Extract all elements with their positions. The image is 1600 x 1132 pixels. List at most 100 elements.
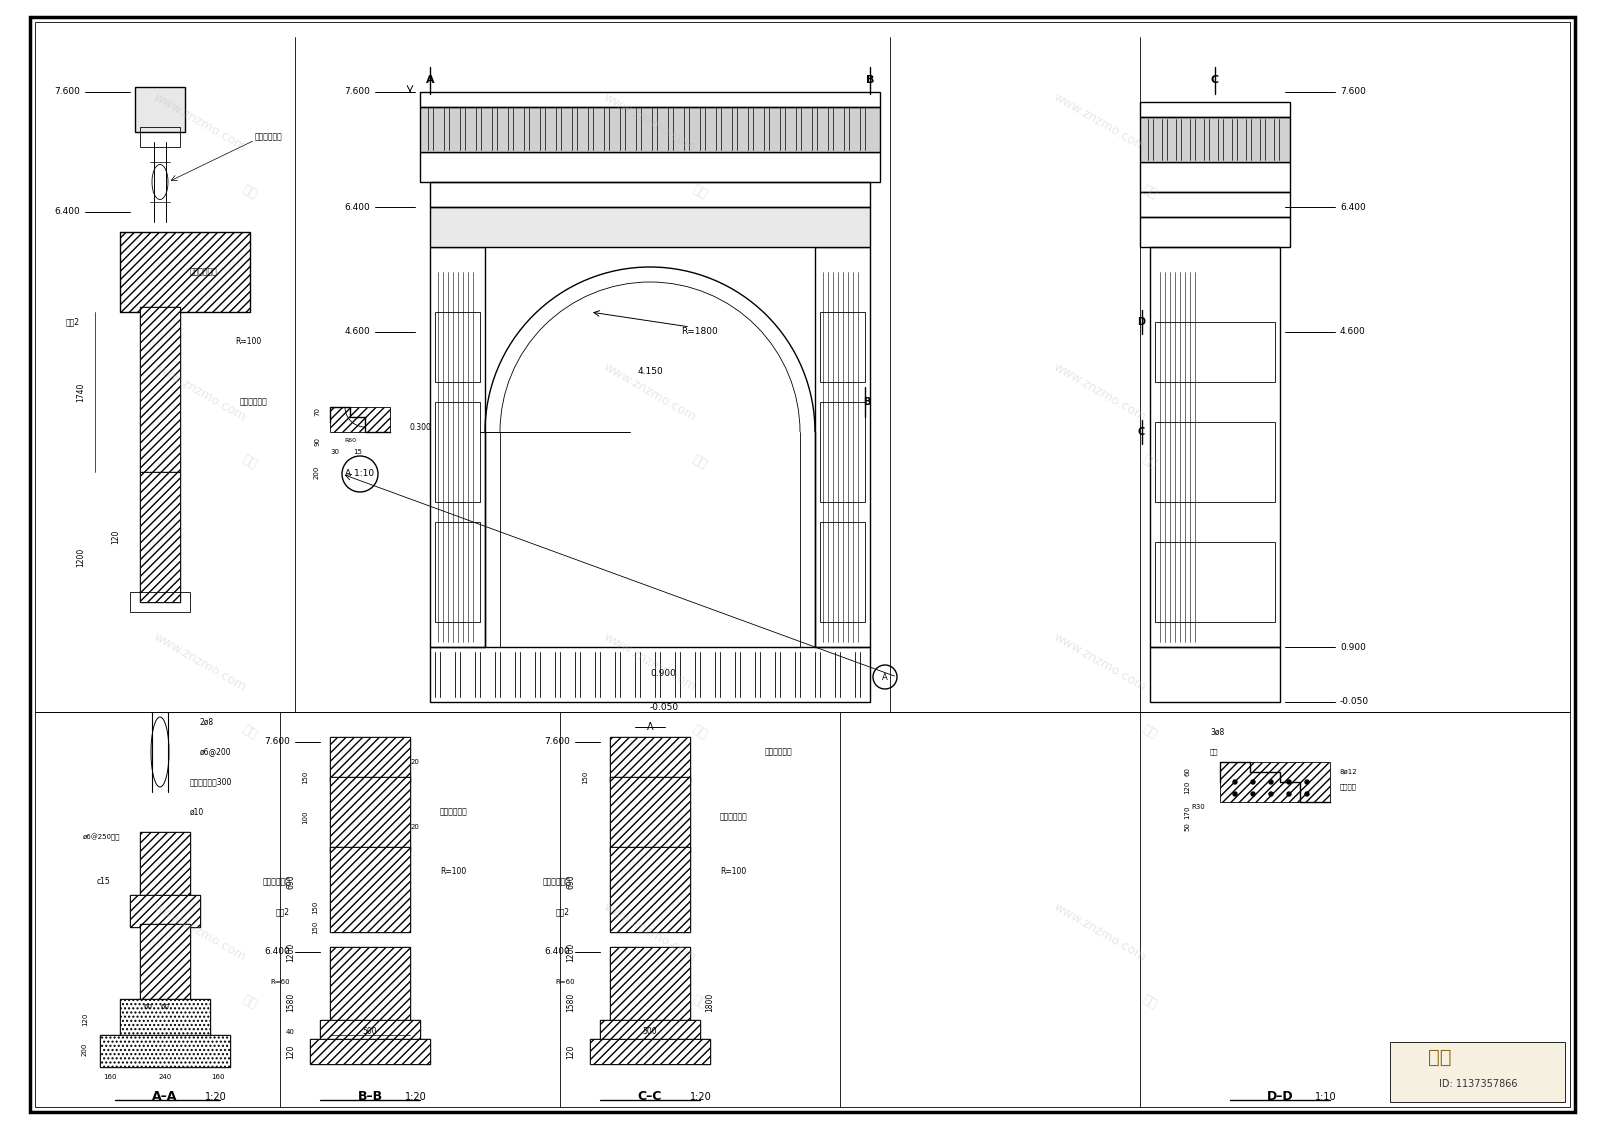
Bar bbox=[330, 737, 410, 782]
Text: 20: 20 bbox=[411, 758, 419, 765]
Text: R=60: R=60 bbox=[270, 979, 290, 985]
Text: C: C bbox=[1211, 75, 1219, 85]
Text: 6.400: 6.400 bbox=[54, 207, 80, 216]
Text: A: A bbox=[882, 672, 888, 681]
Bar bbox=[120, 1000, 210, 1037]
Bar bbox=[1139, 162, 1290, 192]
Text: 知末: 知末 bbox=[1141, 182, 1160, 201]
Bar bbox=[610, 777, 690, 852]
Circle shape bbox=[1306, 792, 1309, 796]
Bar bbox=[1139, 192, 1290, 217]
Text: 知末: 知末 bbox=[240, 722, 259, 741]
Text: R=100: R=100 bbox=[235, 337, 261, 346]
Text: A 1:10: A 1:10 bbox=[346, 470, 374, 479]
Text: 70: 70 bbox=[314, 408, 320, 417]
Bar bbox=[320, 1020, 419, 1041]
Text: 1:20: 1:20 bbox=[205, 1092, 227, 1101]
Text: 690: 690 bbox=[286, 875, 294, 890]
Text: 7.600: 7.600 bbox=[264, 738, 290, 746]
Text: 6.400: 6.400 bbox=[544, 947, 570, 957]
Bar bbox=[330, 737, 410, 782]
Text: 栏杆现场制作: 栏杆现场制作 bbox=[765, 747, 792, 756]
Text: A: A bbox=[646, 722, 653, 732]
Text: C–C: C–C bbox=[638, 1090, 662, 1104]
Text: 见屋面作法一: 见屋面作法一 bbox=[190, 267, 218, 276]
Text: 知末: 知末 bbox=[240, 182, 259, 201]
Text: 1800: 1800 bbox=[706, 993, 714, 1012]
Bar bbox=[435, 522, 480, 621]
Text: 饰面2: 饰面2 bbox=[66, 317, 80, 326]
Text: www.znzmo.com: www.znzmo.com bbox=[152, 900, 248, 963]
Text: 90: 90 bbox=[314, 437, 320, 446]
Text: 6.400: 6.400 bbox=[344, 203, 370, 212]
Text: 附加卷材一层: 附加卷材一层 bbox=[262, 877, 290, 886]
Bar bbox=[1155, 542, 1275, 621]
Bar bbox=[320, 1020, 419, 1041]
Text: 500: 500 bbox=[643, 1028, 658, 1037]
Bar bbox=[120, 232, 250, 312]
Text: 知末: 知末 bbox=[1429, 1047, 1451, 1066]
Text: www.znzmo.com: www.znzmo.com bbox=[602, 360, 699, 423]
Text: D: D bbox=[1138, 317, 1146, 327]
Text: 见屋面作法一: 见屋面作法一 bbox=[720, 813, 747, 822]
Text: 知末: 知末 bbox=[1141, 722, 1160, 741]
Circle shape bbox=[1251, 780, 1254, 784]
Bar bbox=[330, 947, 410, 1022]
Text: 40: 40 bbox=[286, 1029, 294, 1035]
Bar bbox=[1155, 321, 1275, 381]
Text: 1200: 1200 bbox=[566, 942, 574, 961]
Text: 4.600: 4.600 bbox=[344, 327, 370, 336]
Text: 150: 150 bbox=[312, 900, 318, 914]
Text: 知末: 知末 bbox=[690, 993, 710, 1011]
Bar bbox=[120, 1000, 210, 1037]
Text: www.znzmo.com: www.znzmo.com bbox=[1051, 360, 1149, 423]
Text: 500: 500 bbox=[363, 1028, 378, 1037]
Bar bbox=[141, 472, 179, 602]
Bar bbox=[610, 847, 690, 932]
Bar bbox=[610, 947, 690, 1022]
Text: 160: 160 bbox=[211, 1074, 224, 1080]
Bar bbox=[330, 777, 410, 852]
Text: 1740: 1740 bbox=[77, 383, 85, 402]
Text: 7.600: 7.600 bbox=[544, 738, 570, 746]
Text: 知末: 知末 bbox=[240, 453, 259, 471]
Text: R30: R30 bbox=[1192, 804, 1205, 811]
Bar bbox=[130, 592, 190, 612]
Bar bbox=[610, 847, 690, 932]
Text: 知末: 知末 bbox=[240, 993, 259, 1011]
Text: 4.600: 4.600 bbox=[1341, 327, 1366, 336]
Text: 预制栏杆间隔300: 预制栏杆间隔300 bbox=[190, 778, 232, 787]
Bar bbox=[330, 777, 410, 852]
Text: 150: 150 bbox=[312, 920, 318, 934]
Bar bbox=[1155, 422, 1275, 501]
Text: 100: 100 bbox=[302, 811, 307, 824]
Text: 150: 150 bbox=[302, 770, 307, 783]
Text: R=60: R=60 bbox=[555, 979, 574, 985]
Bar bbox=[430, 648, 870, 702]
Text: 7.600: 7.600 bbox=[1341, 87, 1366, 96]
Bar bbox=[1221, 762, 1330, 801]
Text: 7.600: 7.600 bbox=[344, 87, 370, 96]
Bar bbox=[141, 472, 179, 602]
Bar bbox=[141, 832, 190, 897]
Text: 4.150: 4.150 bbox=[637, 368, 662, 377]
Bar bbox=[430, 247, 485, 648]
Circle shape bbox=[1286, 792, 1291, 796]
Circle shape bbox=[1306, 780, 1309, 784]
Text: -0.050: -0.050 bbox=[1341, 697, 1370, 706]
Text: B–B: B–B bbox=[357, 1090, 382, 1104]
Text: 1:20: 1:20 bbox=[405, 1092, 427, 1101]
Bar bbox=[419, 108, 880, 152]
Text: 6.400: 6.400 bbox=[264, 947, 290, 957]
Bar bbox=[1139, 102, 1290, 117]
Text: 60: 60 bbox=[144, 1004, 152, 1010]
Text: www.znzmo.com: www.znzmo.com bbox=[1051, 631, 1149, 694]
Text: 2ø8: 2ø8 bbox=[200, 718, 214, 727]
Bar bbox=[610, 947, 690, 1022]
Text: 知末: 知末 bbox=[690, 722, 710, 741]
Circle shape bbox=[1269, 792, 1274, 796]
Bar bbox=[1150, 247, 1280, 648]
Text: 240: 240 bbox=[158, 1074, 171, 1080]
Text: www.znzmo.com: www.znzmo.com bbox=[602, 900, 699, 963]
Text: 50: 50 bbox=[1184, 823, 1190, 831]
